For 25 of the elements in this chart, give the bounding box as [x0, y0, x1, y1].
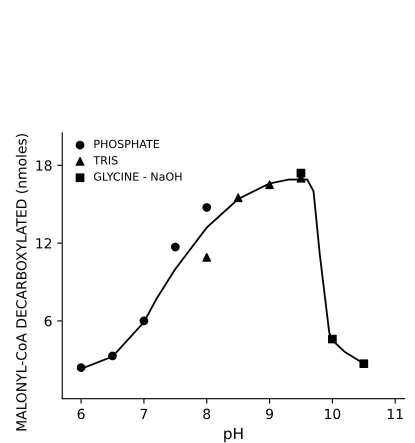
point — [328, 334, 337, 344]
legend-label: PHOSPHATE — [94, 140, 160, 148]
point — [359, 359, 368, 368]
legend-label: GLYCINE - NaOH — [94, 172, 182, 181]
point — [170, 242, 180, 252]
point — [140, 316, 148, 326]
x-tick-label: 6 — [78, 408, 85, 420]
y-tick-label: 6 — [44, 316, 52, 326]
point — [202, 203, 212, 212]
y-tick-label: 12 — [36, 238, 52, 248]
x-tick-label: 11 — [388, 408, 403, 419]
point — [108, 352, 117, 360]
x-tick-label: 9 — [266, 408, 273, 420]
x-axis-title: pH — [224, 428, 243, 442]
y-tick-label: 18 — [36, 160, 52, 171]
y-axis-title: MALONYL-CoA DECARBOXYLATED (nmoles) — [16, 134, 28, 430]
x-tick-label: 10 — [325, 408, 340, 420]
point — [265, 180, 274, 190]
point — [234, 193, 243, 202]
point — [296, 168, 306, 178]
point — [76, 363, 86, 372]
legend-label: TRIS — [93, 156, 118, 164]
x-tick-label: 7 — [140, 408, 148, 419]
point — [202, 253, 212, 262]
x-tick-label: 8 — [203, 408, 210, 420]
